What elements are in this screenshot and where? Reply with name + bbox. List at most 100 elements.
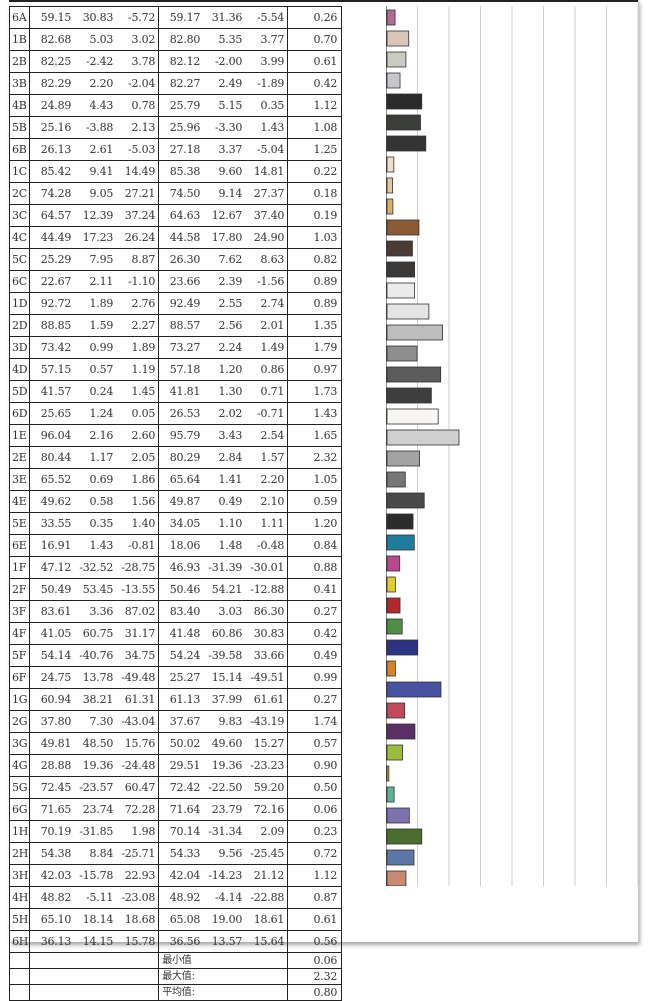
delta-e-cell: 1.65 — [287, 424, 343, 447]
patch-id-cell: 2G — [8, 710, 31, 733]
delta-e-cell: 0.97 — [287, 358, 343, 381]
bar-6C — [386, 261, 416, 278]
summary-blank-cell — [8, 952, 31, 969]
a-meas-cell: 1.41 — [203, 468, 246, 491]
table-row: 3G 49.81 48.50 15.76 50.02 49.60 15.27 0.57 — [8, 732, 343, 755]
delta-e-cell: 0.89 — [287, 292, 343, 315]
a-ref-cell: 7.30 — [74, 710, 117, 733]
l-meas-cell: 95.79 — [158, 424, 204, 447]
bar-6D — [386, 387, 432, 404]
l-meas-cell: 61.13 — [158, 688, 204, 711]
a-meas-cell: 19.00 — [203, 908, 246, 931]
patch-id-cell: 5D — [8, 380, 31, 403]
a-meas-cell: 1.10 — [203, 512, 246, 535]
bar-4G — [386, 723, 416, 740]
l-ref-cell: 92.72 — [29, 292, 75, 315]
delta-e-bar-chart — [386, 6, 638, 886]
table-row: 4C 44.49 17.23 26.24 44.58 17.80 24.90 1.03 — [8, 226, 343, 249]
l-ref-cell: 28.88 — [29, 754, 75, 777]
summary-blank-cell — [8, 984, 31, 1001]
delta-e-cell: 0.42 — [287, 72, 343, 95]
a-meas-cell: 23.79 — [203, 798, 246, 821]
b-meas-cell: -1.89 — [245, 72, 289, 95]
bar-5D — [386, 366, 442, 383]
bar-5B — [386, 114, 421, 131]
b-meas-cell: 15.27 — [245, 732, 289, 755]
a-meas-cell: -3.30 — [203, 116, 246, 139]
a-meas-cell: 60.86 — [203, 622, 246, 645]
bar-2C — [386, 177, 393, 194]
b-meas-cell: 1.43 — [245, 116, 289, 139]
l-ref-cell: 60.94 — [29, 688, 75, 711]
patch-id-cell: 6B — [8, 138, 31, 161]
a-meas-cell: 1.20 — [203, 358, 246, 381]
b-ref-cell: 37.24 — [116, 204, 160, 227]
l-ref-cell: 50.49 — [29, 578, 75, 601]
a-meas-cell: 9.14 — [203, 182, 246, 205]
l-ref-cell: 88.85 — [29, 314, 75, 337]
l-meas-cell: 44.58 — [158, 226, 204, 249]
a-meas-cell: 2.55 — [203, 292, 246, 315]
a-meas-cell: 15.14 — [203, 666, 246, 689]
a-ref-cell: 12.39 — [74, 204, 117, 227]
table-row: 1C 85.42 9.41 14.49 85.38 9.60 14.81 0.22 — [8, 160, 343, 183]
l-meas-cell: 65.64 — [158, 468, 204, 491]
l-ref-cell: 36.13 — [29, 930, 75, 953]
patch-id-cell: 1G — [8, 688, 31, 711]
table-row: 3D 73.42 0.99 1.89 73.27 2.24 1.49 1.79 — [8, 336, 343, 359]
table-row: 5F 54.14 -40.76 34.75 54.24 -39.58 33.66 0.49 — [8, 644, 343, 667]
l-ref-cell: 33.55 — [29, 512, 75, 535]
bar-1C — [386, 156, 395, 173]
l-ref-cell: 82.25 — [29, 50, 75, 73]
a-ref-cell: 8.84 — [74, 842, 117, 865]
b-meas-cell: -5.54 — [245, 6, 289, 29]
l-meas-cell: 80.29 — [158, 446, 204, 469]
l-meas-cell: 23.66 — [158, 270, 204, 293]
b-meas-cell: 2.10 — [245, 490, 289, 513]
l-ref-cell: 49.62 — [29, 490, 75, 513]
l-meas-cell: 57.18 — [158, 358, 204, 381]
summary-blank-cell — [29, 952, 160, 969]
l-meas-cell: 82.27 — [158, 72, 204, 95]
delta-e-cell: 1.12 — [287, 864, 343, 887]
b-ref-cell: -5.03 — [116, 138, 160, 161]
l-meas-cell: 59.17 — [158, 6, 204, 29]
table-row: 6B 26.13 2.61 -5.03 27.18 3.37 -5.04 1.25 — [8, 138, 343, 161]
b-ref-cell: 31.17 — [116, 622, 160, 645]
a-ref-cell: 7.95 — [74, 248, 117, 271]
table-row: 1B 82.68 5.03 3.02 82.80 5.35 3.77 0.70 — [8, 28, 343, 51]
l-meas-cell: 54.24 — [158, 644, 204, 667]
table-row: 3B 82.29 2.20 -2.04 82.27 2.49 -1.89 0.42 — [8, 72, 343, 95]
bar-6G — [386, 765, 390, 782]
l-meas-cell: 34.05 — [158, 512, 204, 535]
summary-blank-cell — [29, 984, 160, 1001]
b-ref-cell: 8.87 — [116, 248, 160, 271]
a-meas-cell: 3.43 — [203, 424, 246, 447]
table-row: 5E 33.55 0.35 1.40 34.05 1.10 1.11 1.20 — [8, 512, 343, 535]
summary-label: 最大值: — [158, 968, 289, 985]
b-meas-cell: 33.66 — [245, 644, 289, 667]
b-ref-cell: 1.40 — [116, 512, 160, 535]
delta-e-cell: 0.87 — [287, 886, 343, 909]
delta-e-cell: 1.79 — [287, 336, 343, 359]
a-meas-cell: 49.60 — [203, 732, 246, 755]
a-ref-cell: 1.89 — [74, 292, 117, 315]
l-meas-cell: 26.53 — [158, 402, 204, 425]
a-meas-cell: 0.49 — [203, 490, 246, 513]
bar-4C — [386, 219, 420, 236]
a-ref-cell: 0.57 — [74, 358, 117, 381]
patch-id-cell: 1C — [8, 160, 31, 183]
delta-e-cell: 0.22 — [287, 160, 343, 183]
a-ref-cell: 2.20 — [74, 72, 117, 95]
a-ref-cell: 3.36 — [74, 600, 117, 623]
delta-e-cell: 0.84 — [287, 534, 343, 557]
table-row: 5D 41.57 0.24 1.45 41.81 1.30 0.71 1.73 — [8, 380, 343, 403]
bar-1F — [386, 534, 415, 551]
bar-2E — [386, 429, 460, 446]
b-ref-cell: 1.98 — [116, 820, 160, 843]
a-meas-cell: 9.83 — [203, 710, 246, 733]
a-ref-cell: 53.45 — [74, 578, 117, 601]
a-meas-cell: 1.30 — [203, 380, 246, 403]
l-meas-cell: 25.27 — [158, 666, 204, 689]
b-ref-cell: 26.24 — [116, 226, 160, 249]
